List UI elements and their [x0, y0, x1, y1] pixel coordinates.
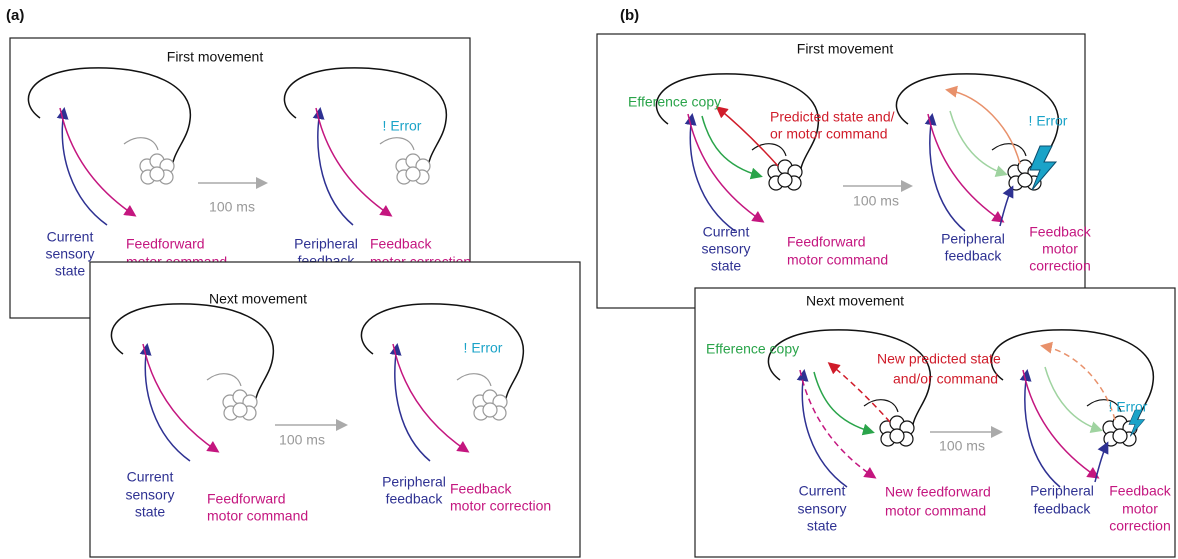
figure: (a) (b) First movement Current sensory s… — [0, 0, 1178, 559]
delay: 100 ms — [209, 199, 255, 215]
label: motor — [1122, 501, 1158, 517]
label: Feedback — [1109, 483, 1171, 499]
box-a-next: Next movement Current sensory state Feed… — [90, 262, 580, 557]
error: ! Error — [1109, 399, 1148, 415]
label: state — [711, 258, 742, 274]
label: Predicted state and/ — [770, 109, 895, 125]
label: feedback — [945, 248, 1003, 264]
panel-label: (a) — [6, 7, 24, 24]
label: or motor command — [770, 126, 887, 142]
label: Efference copy — [706, 341, 799, 357]
label: correction — [1109, 518, 1170, 534]
label: Efference copy — [628, 94, 721, 110]
cerebellum-lobe — [233, 403, 247, 417]
label: sensory — [701, 241, 750, 257]
delay: 100 ms — [279, 432, 325, 448]
label: Peripheral — [1030, 483, 1094, 499]
label: sensory — [45, 246, 94, 262]
label: Feedback — [370, 236, 432, 252]
label: sensory — [797, 501, 846, 517]
label: Feedforward — [787, 234, 866, 250]
box-title: First movement — [797, 41, 894, 57]
label: motor command — [207, 508, 308, 524]
label: feedback — [1034, 501, 1092, 517]
error: ! Error — [464, 340, 503, 356]
cerebellum-lobe — [1113, 429, 1127, 443]
box-b-first: First movement Efference copy Predicted … — [597, 34, 1092, 308]
label: and/or command — [893, 371, 998, 387]
cerebellum-lobe — [483, 403, 497, 417]
cerebellum-lobe — [406, 167, 420, 181]
error: ! Error — [383, 118, 422, 134]
label: motor correction — [450, 498, 551, 514]
label: Current — [127, 469, 174, 485]
label: correction — [1029, 258, 1090, 274]
label: state — [55, 263, 86, 279]
label: New feedforward — [885, 484, 991, 500]
cerebellum-lobe — [890, 429, 904, 443]
cerebellum-lobe — [778, 173, 792, 187]
label: state — [135, 504, 166, 520]
delay: 100 ms — [939, 438, 985, 454]
label: New predicted state — [877, 351, 1001, 367]
box-title: First movement — [167, 49, 264, 65]
box-title: Next movement — [806, 293, 904, 309]
label: state — [807, 518, 838, 534]
panel-label: (b) — [620, 7, 639, 24]
label: motor — [1042, 241, 1078, 257]
label: Peripheral — [382, 474, 446, 490]
label: sensory — [125, 487, 174, 503]
label: Feedback — [1029, 224, 1091, 240]
box-b-next: Next movement Efference copy New predict… — [695, 288, 1175, 557]
cerebellum-lobe — [150, 167, 164, 181]
label: Feedforward — [126, 236, 205, 252]
label: Feedback — [450, 481, 512, 497]
label: Current — [703, 224, 750, 240]
label: Current — [799, 483, 846, 499]
label: motor command — [885, 503, 986, 519]
label: feedback — [386, 491, 444, 507]
label: Feedforward — [207, 491, 286, 507]
label: Peripheral — [941, 231, 1005, 247]
cerebellum-lobe — [1018, 173, 1032, 187]
box-title: Next movement — [209, 291, 307, 307]
label: Peripheral — [294, 236, 358, 252]
delay: 100 ms — [853, 193, 899, 209]
label: motor command — [787, 252, 888, 268]
label: Current — [47, 229, 94, 245]
error: ! Error — [1029, 113, 1068, 129]
